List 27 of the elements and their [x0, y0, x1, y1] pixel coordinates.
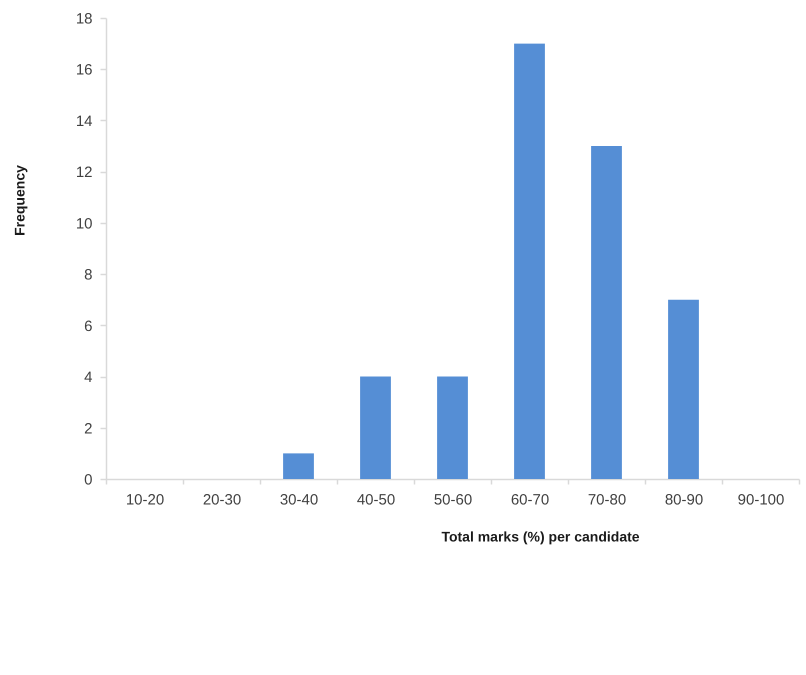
x-tick-label: 30-40: [280, 492, 318, 508]
x-tick-label: 60-70: [510, 492, 550, 508]
y-tick-label: 14: [76, 112, 92, 130]
y-tick-label: 2: [84, 420, 92, 438]
y-tick-label: 8: [84, 266, 92, 284]
x-tick-label: 80-90: [664, 492, 704, 508]
x-tick-label: 10-20: [126, 492, 164, 508]
bar: [283, 453, 314, 479]
bar: [437, 376, 468, 479]
y-tick-label: 18: [76, 10, 92, 28]
x-axis-title: Total marks (%) per candidate: [441, 528, 640, 544]
bar: [360, 376, 391, 479]
bar: [591, 146, 622, 479]
y-tick-label: 12: [76, 164, 92, 182]
x-tick-label: 20-30: [202, 492, 242, 508]
y-tick-label: 0: [84, 472, 92, 488]
bar: [514, 44, 545, 479]
bar: [668, 300, 699, 479]
x-tick-label: 40-50: [356, 492, 396, 508]
x-tick-label: 50-60: [434, 492, 472, 508]
y-tick-label: 6: [84, 318, 92, 335]
y-tick-label: 4: [84, 369, 92, 386]
y-axis-title: Frequency: [12, 164, 28, 236]
x-tick-label: 70-80: [588, 492, 626, 508]
y-tick-label: 10: [76, 215, 92, 232]
y-tick-label: 16: [76, 62, 92, 79]
x-tick-label: 90-100: [738, 492, 784, 508]
